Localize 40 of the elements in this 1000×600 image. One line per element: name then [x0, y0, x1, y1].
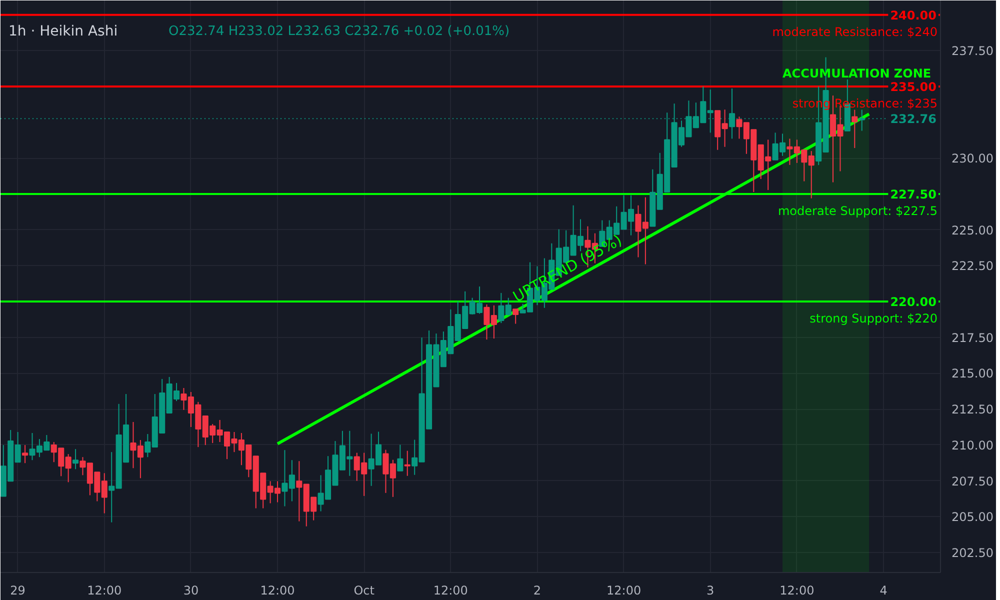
candlestick	[397, 444, 404, 472]
x-tick-label: 29	[10, 584, 26, 598]
candlestick	[404, 450, 410, 476]
y-tick-label: 215.00	[952, 366, 994, 381]
y-tick-label: 230.00	[952, 152, 994, 166]
y-tick-label: 202.50	[952, 546, 994, 560]
annotation: 240.00	[890, 8, 937, 22]
candlestick	[852, 109, 858, 149]
y-tick-label: 237.50	[952, 44, 994, 58]
candlestick	[22, 444, 28, 464]
annotation: 232.76	[890, 112, 937, 126]
y-tick-label: 217.50	[952, 330, 994, 345]
x-tick-label: Oct	[354, 584, 375, 598]
x-tick-label: 12:00	[260, 584, 295, 598]
y-tick-label: 210.00	[952, 438, 994, 452]
x-tick-label: 12:00	[606, 584, 642, 598]
band-label: ACCUMULATION ZONE	[782, 66, 932, 80]
annotation: 227.50	[890, 188, 937, 202]
y-tick-label: 212.50	[952, 402, 994, 417]
x-tick-label: 30	[183, 584, 199, 598]
candlestick	[512, 308, 519, 324]
x-tick-label: 12:00	[780, 584, 814, 598]
annotation: 235.00	[890, 80, 937, 94]
text: 1h · Heikin Ashi	[8, 24, 118, 40]
x-tick-label: 12:00	[87, 584, 122, 598]
y-tick-label: 205.00	[952, 510, 994, 524]
y-tick-label: 207.50	[952, 474, 994, 488]
candlestick	[72, 448, 79, 470]
x-tick-label: 12:00	[433, 584, 468, 598]
annotation: 220.00	[890, 295, 937, 310]
x-tick-label: 2	[533, 584, 542, 598]
y-tick-label: 225.00	[952, 223, 994, 238]
y-tick-label: 222.50	[952, 259, 994, 274]
ref-line-label: moderate Resistance: $240	[772, 24, 938, 39]
x-tick-label: 3	[706, 584, 714, 598]
ref-line-label: strong Support: $220	[810, 312, 938, 326]
x-tick-label: 4	[880, 584, 888, 598]
text: O232.74 H233.02 L232.63 C232.76 +0.02 (+0.01%)	[168, 24, 510, 39]
ref-line-label: moderate Support: $227.5	[778, 204, 938, 218]
ref-line-label: strong Resistance: $235	[792, 96, 938, 111]
